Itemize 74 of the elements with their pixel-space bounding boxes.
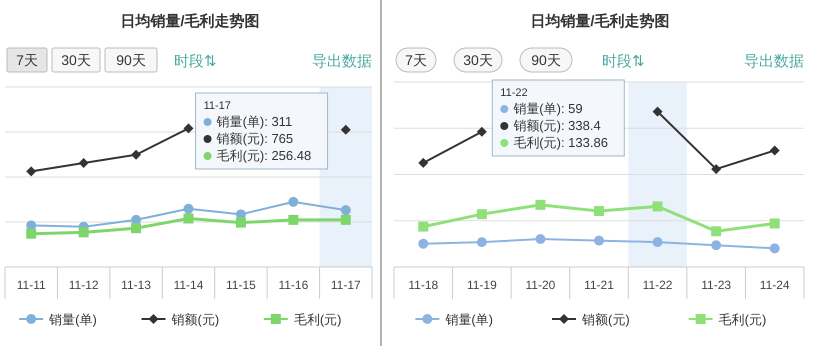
legend-label: 销量(单) <box>444 312 494 327</box>
x-tick-label: 11-13 <box>121 278 152 292</box>
chart-title: 日均销量/毛利走势图 <box>120 13 260 30</box>
point <box>288 214 298 225</box>
point <box>476 209 487 220</box>
annotation: 销额(元): 338.4 <box>512 118 601 133</box>
point <box>535 234 546 244</box>
legend-label: 销量(单) <box>48 312 97 327</box>
point <box>770 243 780 254</box>
annotation: 销额(元): 765 <box>216 131 294 146</box>
point <box>26 166 36 176</box>
x-tick-label: 11-22 <box>642 278 673 292</box>
x-tick-label: 11-19 <box>466 278 498 292</box>
text: 导出数据 <box>312 53 372 70</box>
point <box>340 124 351 135</box>
point <box>711 226 722 236</box>
text: 11-22 <box>500 87 528 99</box>
x-tick-label: 11-17 <box>330 278 362 292</box>
text: 时段⇅ <box>602 53 645 70</box>
point <box>184 123 194 134</box>
legend-label: 毛利(元) <box>718 312 766 327</box>
point <box>594 206 604 216</box>
x-tick-label: 11-20 <box>526 278 556 292</box>
text: 导出数据 <box>744 53 804 70</box>
point <box>535 200 546 210</box>
chart-title: 日均销量/毛利走势图 <box>530 13 670 30</box>
point <box>131 223 142 234</box>
point <box>711 164 722 174</box>
point <box>770 218 780 228</box>
x-tick-label: 11-23 <box>701 278 732 292</box>
text: 90天 <box>531 52 561 68</box>
text: 90天 <box>116 52 146 68</box>
x-tick-label: 11-21 <box>584 278 614 292</box>
text: 7天 <box>16 52 38 68</box>
text: 11-17 <box>204 100 231 112</box>
annotation: 毛利(元): 133.86 <box>513 135 608 150</box>
legend-label: 销额(元) <box>170 312 220 327</box>
text: 7天 <box>405 52 427 68</box>
point <box>131 150 142 160</box>
x-tick-label: 11-14 <box>174 278 204 292</box>
point <box>418 158 428 168</box>
x-tick-label: 11-18 <box>408 278 439 292</box>
annotation: 毛利(元): 256.48 <box>216 148 312 163</box>
x-tick-label: 11-16 <box>278 278 309 292</box>
point <box>770 145 780 156</box>
point <box>711 240 722 250</box>
point <box>78 158 89 168</box>
legend-label: 销额(元) <box>581 312 630 327</box>
point <box>476 126 487 137</box>
point <box>288 196 298 207</box>
x-tick-label: 11-12 <box>68 278 99 292</box>
x-tick-label: 11-11 <box>16 278 46 292</box>
annotation: 销量(单): 311 <box>216 114 292 129</box>
annotation: 销量(单): 59 <box>512 101 583 116</box>
point <box>594 236 604 246</box>
point <box>236 218 246 228</box>
text: 30天 <box>61 52 91 68</box>
x-tick-label: 11-15 <box>226 278 256 292</box>
point <box>418 222 428 232</box>
point <box>184 213 194 224</box>
point <box>78 227 89 238</box>
point <box>340 214 351 225</box>
point <box>652 201 663 212</box>
legend-label: 毛利(元) <box>294 312 342 327</box>
text: 时段⇅ <box>174 53 217 70</box>
point <box>340 205 351 216</box>
point <box>418 238 428 249</box>
point <box>652 106 663 117</box>
text: 30天 <box>463 52 493 68</box>
point <box>476 237 487 248</box>
point <box>184 204 194 214</box>
x-tick-label: 11-24 <box>760 278 790 292</box>
point <box>652 237 663 248</box>
point <box>26 228 36 239</box>
